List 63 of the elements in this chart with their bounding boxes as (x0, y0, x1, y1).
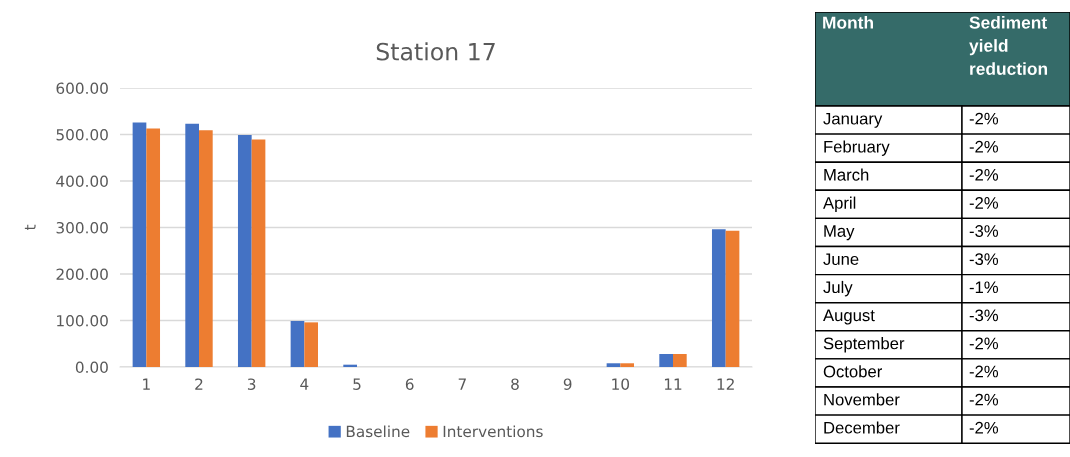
text: -3% (969, 309, 999, 322)
text: -2% (969, 393, 999, 406)
text: -1% (969, 281, 999, 294)
y-tick-label: 300.00 (56, 221, 108, 234)
category-label: February (824, 140, 890, 156)
category-label: May (824, 225, 855, 241)
bar (304, 322, 319, 367)
chart-title: Station 17 (376, 42, 495, 61)
category-label: March (824, 168, 869, 181)
text: -2% (969, 112, 999, 125)
text: -2% (969, 140, 999, 153)
category-label: December (824, 421, 900, 434)
text: -2% (969, 421, 999, 434)
bar (725, 230, 740, 367)
y-tick-label: 100.00 (57, 314, 108, 327)
bar (290, 320, 305, 367)
x-tick-label: 10 (612, 378, 630, 390)
bar (711, 229, 726, 367)
y-tick-label: 200.00 (56, 268, 108, 281)
category-label: July (823, 280, 853, 297)
category-label: April (823, 196, 856, 213)
x-tick-label: 6 (405, 378, 414, 390)
legend-label: Baseline (346, 425, 410, 438)
x-tick-label: 9 (563, 378, 572, 390)
y-tick-label: 0.00 (75, 361, 108, 374)
text: -2% (969, 168, 999, 181)
x-tick-label: 3 (247, 378, 256, 390)
bar (659, 353, 673, 367)
bar (673, 353, 687, 367)
category-label: August (823, 309, 875, 325)
x-tick-label: 8 (511, 378, 519, 390)
bar (237, 134, 252, 367)
bar (606, 363, 621, 367)
bar (620, 363, 635, 367)
x-tick-label: 12 (717, 378, 734, 390)
bar (146, 128, 161, 367)
bar (132, 122, 147, 367)
text: -3% (969, 253, 999, 266)
x-tick-label: 4 (300, 378, 309, 390)
y-tick-label: 600.00 (56, 82, 108, 95)
text: -2% (969, 337, 999, 350)
text: -2% (969, 197, 999, 209)
y-axis-title: t (24, 224, 36, 231)
x-tick-label: 1 (143, 378, 150, 390)
category-label: January (823, 112, 883, 128)
x-tick-label: 11 (664, 378, 682, 390)
x-tick-label: 7 (458, 378, 466, 390)
category-label: September (823, 337, 905, 353)
bar (199, 130, 213, 367)
x-tick-label: 2 (195, 378, 203, 390)
legend-label: Interventions (443, 425, 543, 438)
text: -3% (969, 225, 999, 237)
category-label: June (823, 253, 859, 266)
bar (185, 123, 199, 367)
category-label: October (823, 365, 883, 378)
text: -2% (969, 365, 999, 378)
y-tick-label: 400.00 (56, 175, 108, 188)
category-label: November (824, 393, 900, 406)
bar (251, 139, 266, 367)
text: Month (823, 16, 873, 29)
text: Sediment yield reduction (969, 16, 1048, 75)
y-tick-label: 500.00 (56, 128, 108, 141)
x-tick-label: 5 (353, 378, 361, 390)
